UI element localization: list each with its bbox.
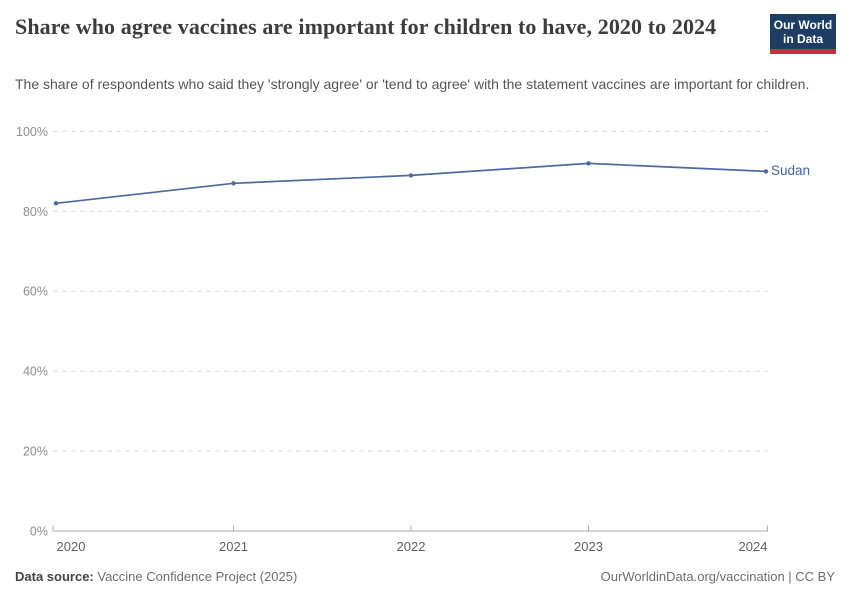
y-tick-label: 20% [23,445,48,459]
chart-subtitle: The share of respondents who said they '… [15,76,810,92]
x-tick-label: 2022 [397,539,426,554]
data-source-label: Data source: [15,569,94,584]
x-tick-label: 2020 [57,539,86,554]
series-label-sudan[interactable]: Sudan [771,162,811,178]
data-point[interactable] [408,173,414,178]
data-point[interactable] [231,181,236,186]
y-tick-label: 80% [23,205,48,219]
attribution-link[interactable]: OurWorldinData.org/vaccination | CC BY [600,569,835,584]
x-tick-label: 2024 [739,539,768,554]
data-source: Data source: Vaccine Confidence Project … [15,569,297,584]
data-point[interactable] [763,169,769,174]
data-point[interactable] [53,201,59,206]
y-tick-label: 40% [23,365,48,379]
y-tick-label: 0% [30,525,48,539]
y-tick-label: 60% [23,285,48,299]
chart-footer: Data source: Vaccine Confidence Project … [15,569,835,584]
data-source-value: Vaccine Confidence Project (2025) [93,569,298,584]
data-line[interactable] [55,162,767,205]
owid-logo-text-line1: Our World [773,17,833,32]
owid-logo-text-line2: in Data [782,31,823,46]
owid-logo[interactable]: Our World in Data [770,14,836,54]
data-point[interactable] [586,161,591,166]
x-tick-label: 2023 [574,539,603,554]
y-tick-label: 100% [16,125,48,139]
x-tick-label: 2021 [219,539,248,554]
chart-title: Share who agree vaccines are important f… [15,14,717,39]
